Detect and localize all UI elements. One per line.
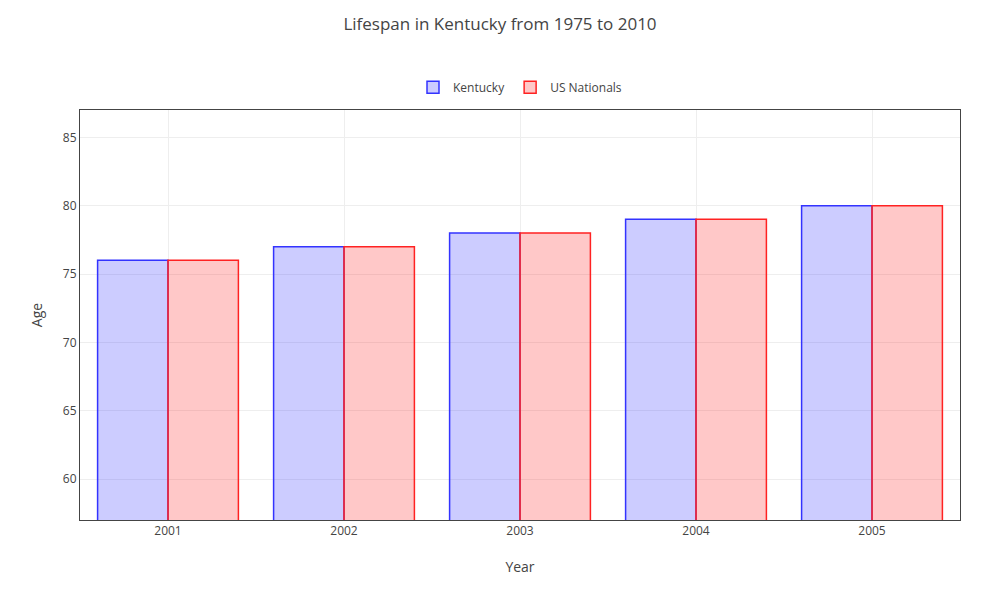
svg-text:2001: 2001 — [154, 522, 181, 539]
svg-text:85: 85 — [63, 129, 77, 146]
svg-text:70: 70 — [63, 334, 77, 351]
svg-text:80: 80 — [63, 197, 77, 214]
svg-text:Kentucky: Kentucky — [453, 79, 505, 96]
svg-text:Lifespan in Kentucky from 1975: Lifespan in Kentucky from 1975 to 2010 — [343, 12, 656, 35]
svg-text:65: 65 — [63, 402, 77, 419]
svg-text:US Nationals: US Nationals — [550, 79, 622, 96]
svg-text:60: 60 — [63, 470, 77, 487]
svg-text:2003: 2003 — [506, 522, 534, 539]
svg-text:2002: 2002 — [330, 522, 358, 539]
svg-text:Age: Age — [27, 303, 46, 327]
svg-text:2004: 2004 — [682, 522, 710, 539]
svg-text:Year: Year — [505, 557, 534, 576]
svg-text:2005: 2005 — [858, 522, 886, 539]
svg-text:75: 75 — [63, 265, 77, 282]
